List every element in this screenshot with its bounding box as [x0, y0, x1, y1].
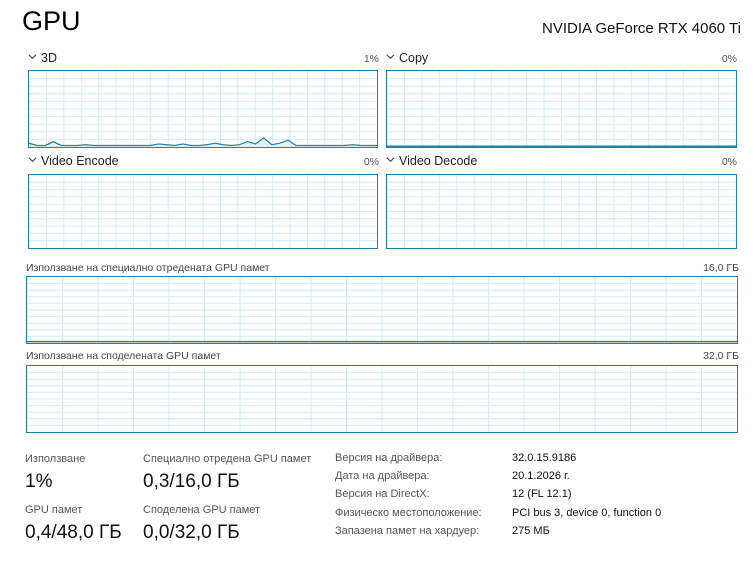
- chevron-down-icon: [28, 54, 37, 60]
- graph-copy: [386, 70, 737, 148]
- dedicated-memory-max: 16,0 ГБ: [703, 262, 739, 274]
- engine-label: Video Decode: [399, 154, 478, 168]
- usage-fill: [29, 137, 377, 147]
- graph-shared-memory: [26, 365, 738, 433]
- graph-video-decode: [386, 174, 737, 249]
- chevron-down-icon: [386, 54, 395, 60]
- graph-video-encode-svg: [29, 175, 377, 248]
- driver-version-label: Версия на драйвера:: [335, 452, 443, 464]
- engine-percent-3d: 1%: [363, 53, 379, 65]
- engine-percent-video-encode: 0%: [363, 156, 379, 168]
- dedicated-gpu-memory-value: 0,3/16,0 ГБ: [143, 471, 240, 492]
- utilization-value: 1%: [25, 471, 53, 492]
- shared-memory-label: Използване на споделената GPU памет: [26, 350, 221, 362]
- engine-selector-video-decode[interactable]: Video Decode: [386, 154, 477, 168]
- graph-3d-svg: [29, 71, 377, 147]
- driver-date-value: 20.1.2026 г.: [512, 470, 570, 482]
- grid: [29, 71, 377, 147]
- graph-copy-svg: [387, 71, 736, 147]
- graph-video-encode: [28, 174, 378, 249]
- graph-3d: [28, 70, 378, 148]
- driver-version-value: 32.0.15.9186: [512, 452, 577, 464]
- directx-version-label: Версия на DirectX:: [335, 488, 430, 500]
- engine-selector-copy[interactable]: Copy: [386, 51, 428, 65]
- page-title: GPU: [22, 6, 81, 36]
- shared-gpu-memory-label: Споделена GPU памет: [143, 504, 261, 516]
- gpu-memory-label: GPU памет: [25, 504, 83, 516]
- grid: [387, 71, 736, 147]
- grid: [27, 277, 737, 343]
- hardware-reserved-memory-value: 275 МБ: [512, 525, 550, 537]
- utilization-label: Използване: [25, 453, 86, 465]
- chevron-down-icon: [386, 157, 395, 163]
- dedicated-memory-label: Използване на специално отредената GPU п…: [26, 262, 270, 274]
- gpu-device-name: NVIDIA GeForce RTX 4060 Ti: [542, 20, 741, 37]
- engine-label: 3D: [41, 51, 57, 65]
- engine-percent-copy: 0%: [721, 53, 737, 65]
- engine-selector-video-encode[interactable]: Video Encode: [28, 154, 119, 168]
- engine-label: Copy: [399, 51, 429, 65]
- engine-percent-video-decode: 0%: [721, 156, 737, 168]
- grid: [387, 175, 736, 248]
- shared-memory-max: 32,0 ГБ: [703, 350, 739, 362]
- shared-gpu-memory-value: 0,0/32,0 ГБ: [143, 522, 240, 543]
- chevron-down-icon: [28, 157, 37, 163]
- graph-shared-memory-svg: [27, 366, 737, 432]
- engine-label: Video Encode: [41, 154, 119, 168]
- grid: [29, 175, 377, 248]
- grid: [27, 366, 737, 432]
- gpu-memory-value: 0,4/48,0 ГБ: [25, 522, 122, 543]
- hardware-reserved-memory-label: Запазена памет на хардуер:: [335, 525, 480, 537]
- dedicated-gpu-memory-label: Специално отредена GPU памет: [143, 453, 312, 465]
- driver-date-label: Дата на драйвера:: [335, 470, 430, 482]
- usage-line: [29, 138, 377, 146]
- graph-dedicated-memory-svg: [27, 277, 737, 343]
- physical-location-label: Физическо местоположение:: [335, 507, 482, 519]
- graph-dedicated-memory: [26, 276, 738, 344]
- engine-selector-3d[interactable]: 3D: [28, 51, 57, 65]
- graph-video-decode-svg: [387, 175, 736, 248]
- physical-location-value: PCI bus 3, device 0, function 0: [512, 507, 662, 519]
- directx-version-value: 12 (FL 12.1): [512, 488, 572, 500]
